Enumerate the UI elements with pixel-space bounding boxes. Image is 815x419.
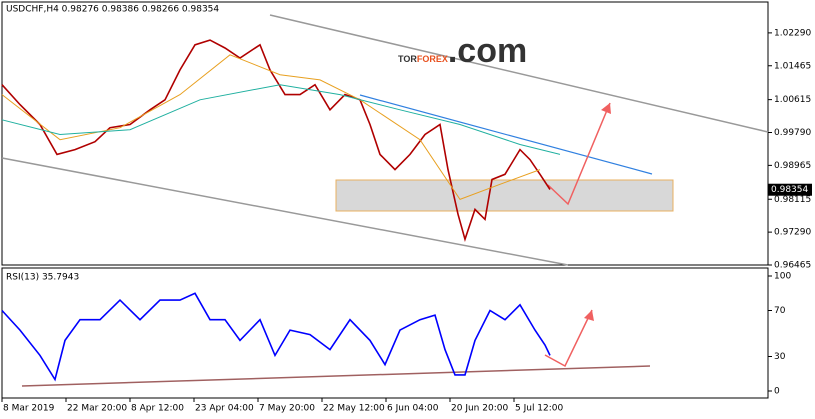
x-tick-label: 20 Jun 20:00 bbox=[451, 404, 508, 414]
y-tick-label: 0 bbox=[774, 387, 780, 397]
y-tick-label: 1.00615 bbox=[774, 95, 811, 105]
rsi-forecast-arrow bbox=[544, 309, 593, 368]
x-tick-label: 8 Mar 2019 bbox=[3, 404, 55, 414]
series-line bbox=[1, 39, 551, 243]
x-tick-label: 6 Jun 04:00 bbox=[387, 404, 439, 414]
channel-line bbox=[269, 14, 769, 133]
price-panel bbox=[1, 1, 769, 266]
y-tick-label: 1.01465 bbox=[774, 61, 811, 71]
x-tick-label: 22 May 12:00 bbox=[323, 404, 385, 414]
series-line bbox=[1, 292, 551, 382]
x-tick-label: 23 Apr 04:00 bbox=[195, 404, 254, 414]
logo: TORFOREX.com bbox=[398, 32, 527, 70]
y-tick-label: 0.99790 bbox=[774, 128, 811, 138]
x-tick-label: 8 Apr 12:00 bbox=[131, 404, 184, 414]
x-tick-label: 22 Mar 20:00 bbox=[67, 404, 127, 414]
last-price-box bbox=[768, 183, 812, 196]
x-tick-label: 7 May 20:00 bbox=[259, 404, 315, 414]
rsi-trend-line bbox=[21, 365, 651, 387]
y-tick-label: 0.96465 bbox=[774, 261, 811, 271]
support-zone bbox=[335, 179, 674, 212]
y-tick-label: 1.02290 bbox=[774, 28, 811, 38]
y-tick-label: 0.98115 bbox=[774, 195, 811, 205]
last-price-label: 0.98354 bbox=[771, 185, 808, 195]
panel-title: RSI(13) 35.7943 bbox=[6, 273, 79, 283]
x-tick-label: 5 Jul 12:00 bbox=[515, 404, 564, 414]
channel-line bbox=[1, 157, 569, 266]
y-tick-label: 100 bbox=[774, 272, 791, 282]
rsi-panel bbox=[1, 267, 769, 399]
arrow-head bbox=[584, 310, 594, 321]
arrow-head bbox=[601, 103, 611, 114]
y-tick-label: 30 bbox=[774, 352, 786, 362]
symbol-header: USDCHF,H4 0.98276 0.98386 0.98266 0.9835… bbox=[6, 5, 219, 15]
y-tick-label: 0.97290 bbox=[774, 228, 811, 238]
series-line bbox=[1, 54, 541, 201]
y-tick-label: 0.98965 bbox=[774, 161, 811, 171]
y-tick-label: 70 bbox=[774, 306, 786, 316]
series-line bbox=[1, 84, 561, 155]
forecast-arrow bbox=[547, 102, 611, 206]
trend-line bbox=[359, 94, 653, 175]
